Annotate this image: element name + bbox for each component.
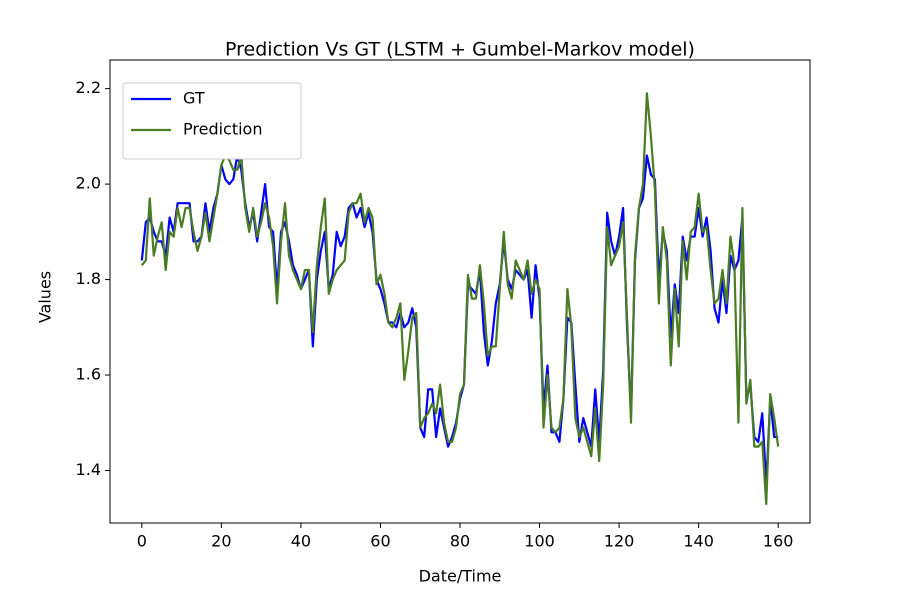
y-tick-label: 1.8 bbox=[76, 269, 101, 288]
x-tick-label: 160 bbox=[763, 532, 794, 551]
x-axis-label: Date/Time bbox=[419, 567, 502, 586]
data-line bbox=[140, 92, 780, 506]
y-tick-label: 2.2 bbox=[76, 78, 101, 97]
x-tick-label: 120 bbox=[604, 532, 635, 551]
x-tick-label: 0 bbox=[137, 532, 147, 551]
legend-box bbox=[122, 82, 302, 160]
legend-label: Prediction bbox=[183, 120, 262, 139]
chart-title: Prediction Vs GT (LSTM + Gumbel-Markov m… bbox=[225, 39, 695, 61]
x-tick-label: 40 bbox=[291, 532, 311, 551]
x-tick-label: 60 bbox=[370, 532, 390, 551]
x-tick-label: 20 bbox=[211, 532, 231, 551]
x-tick-label: 100 bbox=[524, 532, 555, 551]
x-tick-label: 140 bbox=[683, 532, 714, 551]
legend-label: GT bbox=[183, 89, 205, 108]
y-tick-label: 1.6 bbox=[76, 365, 101, 384]
x-tick-label: 80 bbox=[450, 532, 470, 551]
y-axis-label: Values bbox=[36, 271, 55, 323]
y-tick-label: 2.0 bbox=[76, 174, 101, 193]
y-tick-label: 1.4 bbox=[76, 460, 101, 479]
plot-frame bbox=[109, 59, 811, 524]
data-line bbox=[140, 154, 779, 486]
